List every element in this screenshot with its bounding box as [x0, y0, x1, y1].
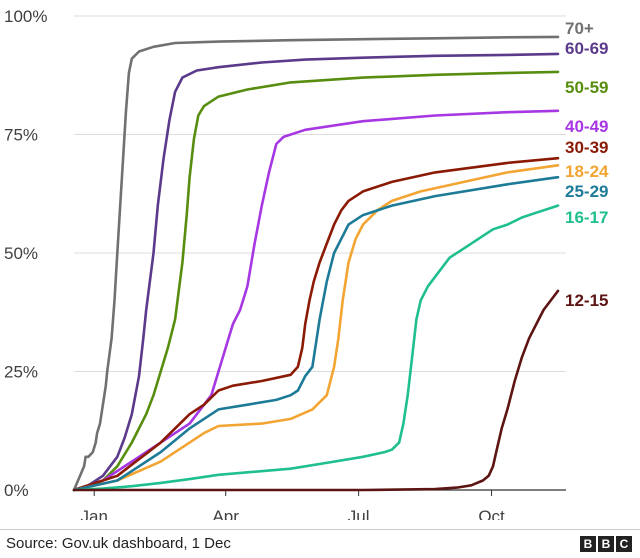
x-tick-label: Oct [478, 507, 505, 520]
series-lines [72, 35, 560, 492]
series-line-25-29 [72, 175, 560, 492]
series-label-60-69: 60-69 [565, 39, 608, 58]
series-line-50-59 [72, 70, 560, 492]
series-label-50-59: 50-59 [565, 78, 608, 97]
logo-letter: C [616, 536, 632, 552]
x-tick-label: Jan [81, 507, 108, 520]
series-label-12-15: 12-15 [565, 291, 608, 310]
y-tick-label: 0% [4, 481, 29, 500]
series-label-16-17: 16-17 [565, 208, 608, 227]
logo-letter: B [580, 536, 596, 552]
x-tick-label: Apr [212, 507, 239, 520]
series-line-40-49 [72, 109, 560, 492]
y-axis-ticks: 0% 25% 50% 75% 100% [4, 7, 47, 500]
x-tick-label: Jul [348, 507, 370, 520]
series-line-30-39 [72, 156, 560, 492]
vaccination-line-chart: 0% 25% 50% 75% 100% Jan Apr Jul Oct 70+60-69 50-… [4, 7, 609, 520]
y-tick-label: 50% [4, 244, 38, 263]
series-line-70+ [72, 35, 560, 492]
bbc-logo: B B C [580, 536, 632, 552]
series-label-70+: 70+ [565, 19, 594, 38]
y-tick-label: 100% [4, 7, 47, 26]
gridlines [74, 15, 566, 491]
series-label-25-29: 25-29 [565, 182, 608, 201]
series-line-60-69 [72, 52, 560, 492]
series-label-40-49: 40-49 [565, 117, 608, 136]
logo-letter: B [598, 536, 614, 552]
x-axis-ticks: Jan Apr Jul Oct [81, 490, 505, 520]
series-line-18-24 [72, 164, 560, 492]
series-label-30-39: 30-39 [565, 138, 608, 157]
source-note: Source: Gov.uk dashboard, 1 Dec [6, 535, 231, 552]
y-tick-label: 25% [4, 363, 38, 382]
series-label-18-24: 18-24 [565, 162, 609, 181]
series-line-12-15 [72, 289, 560, 492]
footer-divider [0, 529, 640, 530]
series-line-16-17 [72, 204, 560, 492]
y-tick-label: 75% [4, 126, 38, 145]
